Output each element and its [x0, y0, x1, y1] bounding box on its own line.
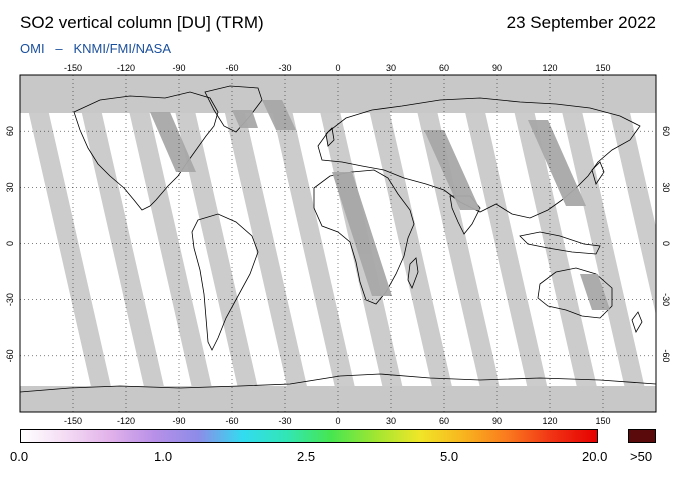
lon-label-bottom: 30: [386, 416, 396, 426]
lon-label-top: 30: [386, 63, 396, 73]
lon-label-bottom: 90: [492, 416, 502, 426]
new-zealand: [631, 311, 643, 333]
lon-label-bottom: -90: [172, 416, 185, 426]
lat-label-left: 60: [5, 126, 15, 136]
lat-label-right: 30: [661, 182, 671, 192]
source-organizations: KNMI/FMI/NASA: [73, 41, 171, 56]
lon-tick-labels-top: -150 -120 -90 -60 -30 0 30 60 90 120 150: [64, 63, 611, 73]
antarctica: [20, 373, 656, 393]
lon-label-top: 120: [542, 63, 557, 73]
lon-label-top: 90: [492, 63, 502, 73]
australia: [537, 267, 613, 319]
land-gap-patch: [232, 110, 258, 128]
arctic-no-data: [20, 75, 656, 113]
lon-label-bottom: 150: [595, 416, 610, 426]
lon-label-bottom: 0: [335, 416, 340, 426]
orbit-gap-swath: [272, 113, 355, 386]
lon-label-bottom: -150: [64, 416, 82, 426]
lon-label-bottom: 120: [542, 416, 557, 426]
uk: [325, 127, 335, 147]
orbit-gap-swath: [28, 113, 111, 386]
map-date: 23 September 2022: [506, 13, 656, 32]
lon-label-bottom: -30: [278, 416, 291, 426]
map-frame: [19, 74, 657, 413]
lon-label-top: -30: [278, 63, 291, 73]
lat-label-left: 30: [5, 182, 15, 192]
data-source: OMI – KNMI/FMI/NASA: [20, 41, 171, 56]
lat-label-right: -30: [661, 293, 671, 306]
colorbar-label-5: >50: [630, 449, 653, 464]
africa: [313, 169, 415, 305]
source-separator: –: [55, 41, 63, 56]
orbit-gap-swath: [465, 113, 548, 386]
orbit-gap-swath: [417, 113, 500, 386]
lon-label-top: -150: [64, 63, 82, 73]
lat-label-right: 0: [661, 241, 671, 246]
colorbar-label-1: 1.0: [154, 449, 173, 464]
land-gap-regions: [150, 100, 610, 310]
land-gap-patch: [528, 120, 586, 206]
lon-tick-labels-bottom: -150 -120 -90 -60 -30 0 30 60 90 120 150: [64, 416, 611, 426]
lon-label-top: -90: [172, 63, 185, 73]
map-title: SO2 vertical column [DU] (TRM): [20, 13, 264, 32]
lon-label-top: 150: [595, 63, 610, 73]
land-gap-patch: [150, 112, 196, 172]
lon-label-top: -60: [225, 63, 238, 73]
lat-label-left: -30: [5, 293, 15, 306]
source-instrument: OMI: [20, 41, 45, 56]
lon-label-top: 60: [439, 63, 449, 73]
land-gap-patch: [424, 130, 480, 210]
lat-label-right: -60: [661, 349, 671, 362]
orbit-gap-swath: [610, 113, 656, 316]
colorbar-label-0: 0.0: [10, 449, 29, 464]
south-america: [191, 213, 259, 351]
lon-label-bottom: -120: [117, 416, 135, 426]
madagascar: [407, 257, 419, 289]
orbit-gap-swath: [81, 113, 164, 386]
colorbar: [20, 429, 598, 443]
land-gap-patch: [262, 100, 296, 130]
orbit-gap-swath: [175, 113, 258, 386]
lon-label-bottom: -60: [225, 416, 238, 426]
lon-label-bottom: 60: [439, 416, 449, 426]
continents: [20, 85, 656, 393]
land-gap-patch: [332, 172, 392, 296]
colorbar-overflow-swatch: [628, 429, 656, 443]
lat-tick-labels-right: 60 30 0 -30 -60: [661, 126, 671, 362]
lat-tick-labels-left: 60 30 0 -30 -60: [5, 126, 15, 362]
lat-label-right: 60: [661, 126, 671, 136]
colorbar-label-2: 2.5: [297, 449, 316, 464]
lat-label-left: -60: [5, 349, 15, 362]
colorbar-label-4: 20.0: [582, 449, 608, 464]
graticule: [20, 75, 656, 412]
japan: [591, 161, 605, 185]
orbit-gap-swath: [224, 113, 307, 386]
southeast-asia-islands: [519, 231, 601, 255]
lon-label-top: 0: [335, 63, 340, 73]
colorbar-label-3: 5.0: [440, 449, 459, 464]
lon-label-top: -120: [117, 63, 135, 73]
lat-label-left: 0: [5, 241, 15, 246]
north-america: [73, 91, 219, 211]
orbit-gap-swath: [129, 113, 212, 386]
land-gap-patch: [580, 274, 610, 310]
